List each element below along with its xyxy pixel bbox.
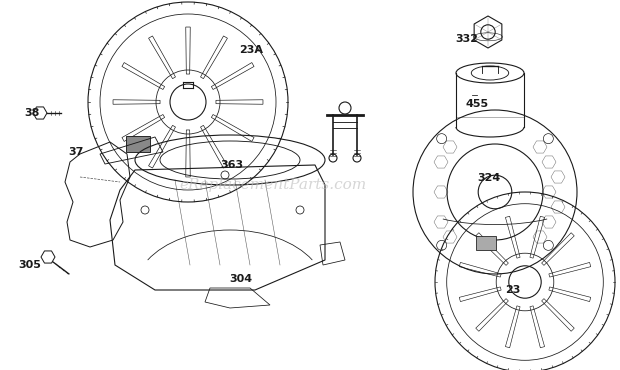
FancyBboxPatch shape [476,236,495,249]
Text: 363: 363 [220,159,243,170]
Text: 37: 37 [68,147,84,157]
FancyBboxPatch shape [126,136,150,152]
Text: 332: 332 [456,34,479,44]
Text: 324: 324 [477,172,501,183]
Text: 305: 305 [19,259,42,270]
Text: eReplacementParts.com: eReplacementParts.com [179,178,366,192]
Text: 304: 304 [229,274,252,285]
Text: 23: 23 [505,285,521,296]
Text: 23A: 23A [239,45,263,55]
Text: 455: 455 [465,98,488,109]
Text: 38: 38 [25,108,40,118]
